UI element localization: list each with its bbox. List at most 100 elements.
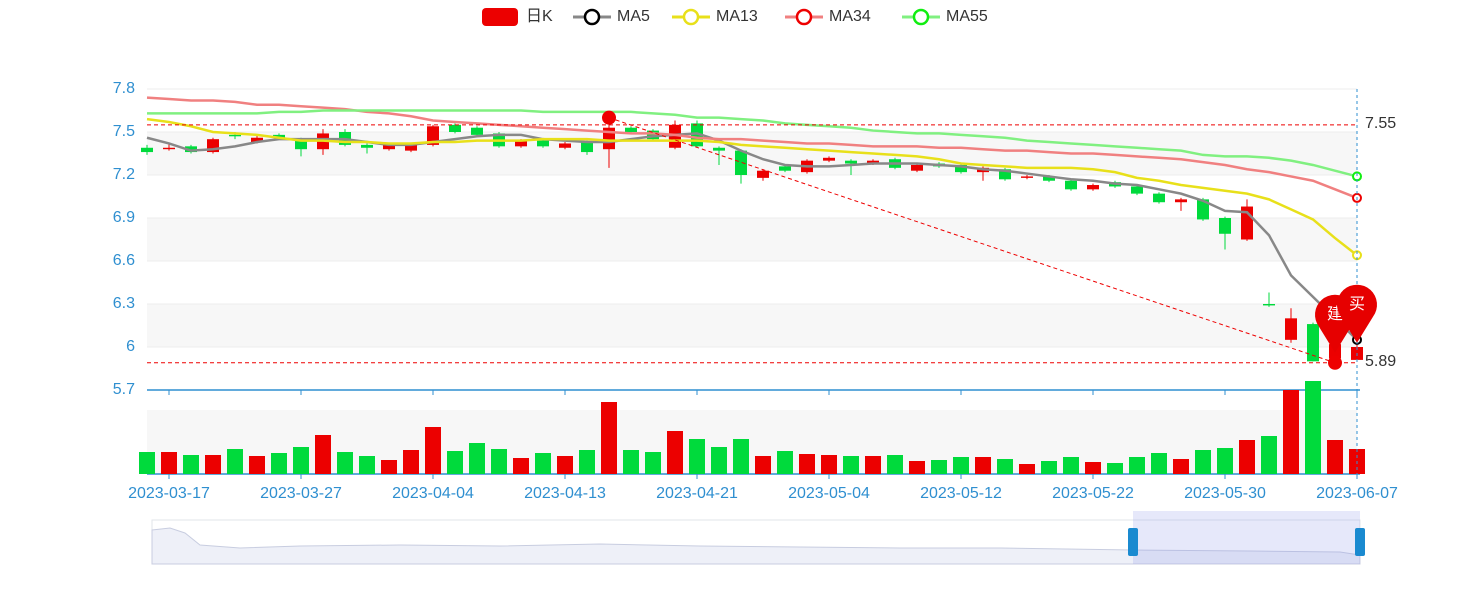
volume-bar — [711, 447, 727, 474]
zoom-handle[interactable] — [1355, 528, 1365, 556]
y-tick-label: 6.6 — [113, 252, 135, 269]
volume-bar — [271, 453, 287, 474]
volume-bar — [359, 456, 375, 474]
x-tick-label: 2023-04-13 — [524, 485, 606, 502]
volume-bar — [777, 451, 793, 474]
volume-bar — [1239, 440, 1255, 474]
legend[interactable]: 日K MA5 MA13 MA34 MA55 — [482, 8, 988, 26]
volume-bar — [953, 457, 969, 474]
ma-line — [146, 117, 1358, 257]
volume-bar — [887, 455, 903, 474]
volume-bar — [315, 435, 331, 474]
candle-body — [757, 170, 769, 178]
volume-bar — [1085, 462, 1101, 474]
legend-icon — [583, 8, 601, 26]
volume-bar — [557, 456, 573, 474]
candle-body — [1087, 185, 1099, 190]
candle-body — [647, 130, 659, 140]
candle-body — [361, 144, 373, 148]
legend-label[interactable]: MA55 — [946, 8, 988, 25]
volume-bar — [733, 439, 749, 474]
volume-bar — [1327, 440, 1343, 474]
legend-icon — [912, 8, 930, 26]
candle-body — [955, 164, 967, 173]
volume-bar — [513, 458, 529, 474]
candle-body — [1043, 176, 1055, 181]
volume-bar — [667, 431, 683, 474]
volume-bar — [1019, 464, 1035, 474]
grid-band — [147, 304, 1357, 347]
y-tick-label: 5.7 — [113, 381, 135, 398]
candle-body — [515, 140, 527, 147]
volume-bar — [997, 459, 1013, 474]
y-tick-label: 6.3 — [113, 295, 135, 312]
volume-bar — [381, 460, 397, 474]
x-tick-label: 2023-04-04 — [392, 485, 474, 502]
volume-bar — [1173, 459, 1189, 474]
candle-body — [163, 147, 175, 150]
volume-bar — [1283, 390, 1299, 474]
candle-body — [845, 160, 857, 164]
volume-bar — [447, 451, 463, 474]
volume-bar — [161, 452, 177, 474]
trend-line — [608, 117, 1336, 364]
volume-bar — [623, 450, 639, 474]
x-tick-label: 2023-04-21 — [656, 485, 738, 502]
candle-body — [735, 150, 747, 175]
candle-body — [1219, 218, 1231, 234]
legend-label[interactable]: MA34 — [829, 8, 871, 25]
min-point — [1328, 355, 1342, 370]
candle-body — [911, 164, 923, 171]
candle-body — [141, 147, 153, 153]
candle-body — [1021, 176, 1033, 178]
candle-body — [185, 146, 197, 153]
volume-bar — [491, 449, 507, 474]
data-zoom[interactable] — [151, 511, 1365, 565]
candle-body — [999, 169, 1011, 180]
volume-bar — [579, 450, 595, 474]
candle-body — [559, 143, 571, 148]
legend-icon — [482, 8, 518, 26]
volume-bar — [1041, 461, 1057, 474]
plot: 5.7 6 6.3 6.6 6.9 7.2 7.5 7.8 2023-03-17 2023-03-… — [113, 80, 1398, 502]
legend-label[interactable]: MA13 — [716, 8, 758, 25]
candle-body — [229, 134, 241, 137]
candle-body — [1307, 324, 1319, 362]
candle-body — [295, 139, 307, 150]
volume-bar — [843, 456, 859, 474]
zoom-handle[interactable] — [1128, 528, 1138, 556]
legend-label[interactable]: 日K — [526, 8, 553, 25]
candle-body — [405, 144, 417, 151]
candle-body — [273, 134, 285, 138]
y-tick-label: 7.8 — [113, 80, 135, 97]
y-tick-label: 7.5 — [113, 123, 135, 140]
volume-bar — [469, 443, 485, 474]
ma-line — [147, 109, 1358, 178]
candle-body — [471, 127, 483, 135]
volume-bar — [249, 456, 265, 474]
volume-bar — [645, 452, 661, 474]
volume-bar — [535, 453, 551, 474]
candle-body — [1153, 193, 1165, 203]
volume-bar — [1063, 457, 1079, 474]
x-tick-label: 2023-05-04 — [788, 485, 870, 502]
candle-body — [427, 126, 439, 145]
volume-bar — [1195, 450, 1211, 474]
legend-icon — [682, 8, 700, 26]
ma-line — [146, 132, 1358, 341]
candle-body — [1285, 318, 1297, 340]
candle-body — [1175, 199, 1187, 203]
x-tick-label: 2023-05-30 — [1184, 485, 1266, 502]
volume-bar — [1261, 436, 1277, 474]
candle-body — [251, 137, 263, 143]
zoom-window[interactable] — [1133, 511, 1360, 564]
candle-body — [581, 142, 593, 153]
volume-bar — [931, 460, 947, 474]
volume-bar — [205, 455, 221, 474]
volume-bar — [909, 461, 925, 474]
volume-bar — [799, 454, 815, 474]
y-tick-label: 7.2 — [113, 166, 135, 183]
legend-label[interactable]: MA5 — [617, 8, 650, 25]
volume-bar — [183, 455, 199, 474]
volume-bar — [1107, 463, 1123, 474]
